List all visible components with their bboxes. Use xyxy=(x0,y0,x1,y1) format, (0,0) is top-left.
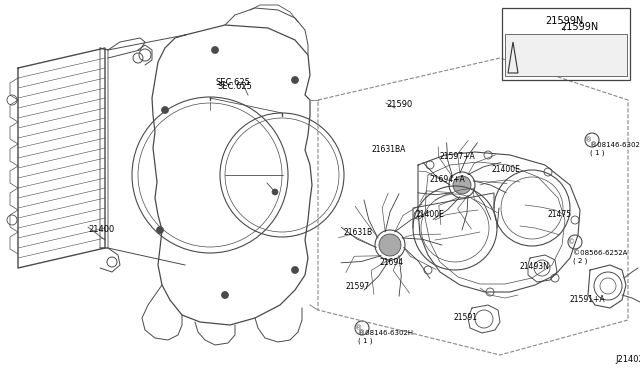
Text: 21591+A: 21591+A xyxy=(570,295,605,304)
Circle shape xyxy=(272,189,278,195)
Text: 21694: 21694 xyxy=(380,258,404,267)
Text: 21590: 21590 xyxy=(386,100,412,109)
Text: 21597+A: 21597+A xyxy=(440,152,476,161)
Text: 21631B: 21631B xyxy=(344,228,373,237)
Text: J21402PC: J21402PC xyxy=(615,355,640,364)
Text: 21631BA: 21631BA xyxy=(372,145,406,154)
Circle shape xyxy=(221,292,228,298)
Text: 21400E: 21400E xyxy=(492,165,521,174)
Text: 21599N: 21599N xyxy=(545,16,583,26)
Text: ®: ® xyxy=(355,325,362,331)
Text: SEC.625: SEC.625 xyxy=(218,82,253,91)
Circle shape xyxy=(291,266,298,273)
Circle shape xyxy=(161,106,168,113)
Text: 21493N: 21493N xyxy=(520,262,550,271)
Text: 21591: 21591 xyxy=(453,313,477,322)
Text: ©: © xyxy=(568,239,575,245)
Text: 21400: 21400 xyxy=(88,225,115,234)
FancyBboxPatch shape xyxy=(505,34,627,76)
Text: ®: ® xyxy=(585,137,592,143)
Text: 21694+A: 21694+A xyxy=(430,175,466,184)
Text: ©08566-6252A
( 2 ): ©08566-6252A ( 2 ) xyxy=(573,250,627,264)
Circle shape xyxy=(211,46,218,54)
Text: SEC.625: SEC.625 xyxy=(215,78,250,87)
Text: 21400E: 21400E xyxy=(415,210,444,219)
Text: 21475: 21475 xyxy=(548,210,572,219)
Text: ®08146-6302H
( 1 ): ®08146-6302H ( 1 ) xyxy=(358,330,413,344)
Circle shape xyxy=(379,234,401,256)
Circle shape xyxy=(453,176,471,194)
Circle shape xyxy=(291,77,298,83)
Text: !: ! xyxy=(512,46,514,51)
Circle shape xyxy=(157,227,163,234)
Text: ®08146-6302H
( 1 ): ®08146-6302H ( 1 ) xyxy=(590,142,640,156)
Text: 21599N: 21599N xyxy=(560,22,598,32)
Text: 21597: 21597 xyxy=(345,282,369,291)
